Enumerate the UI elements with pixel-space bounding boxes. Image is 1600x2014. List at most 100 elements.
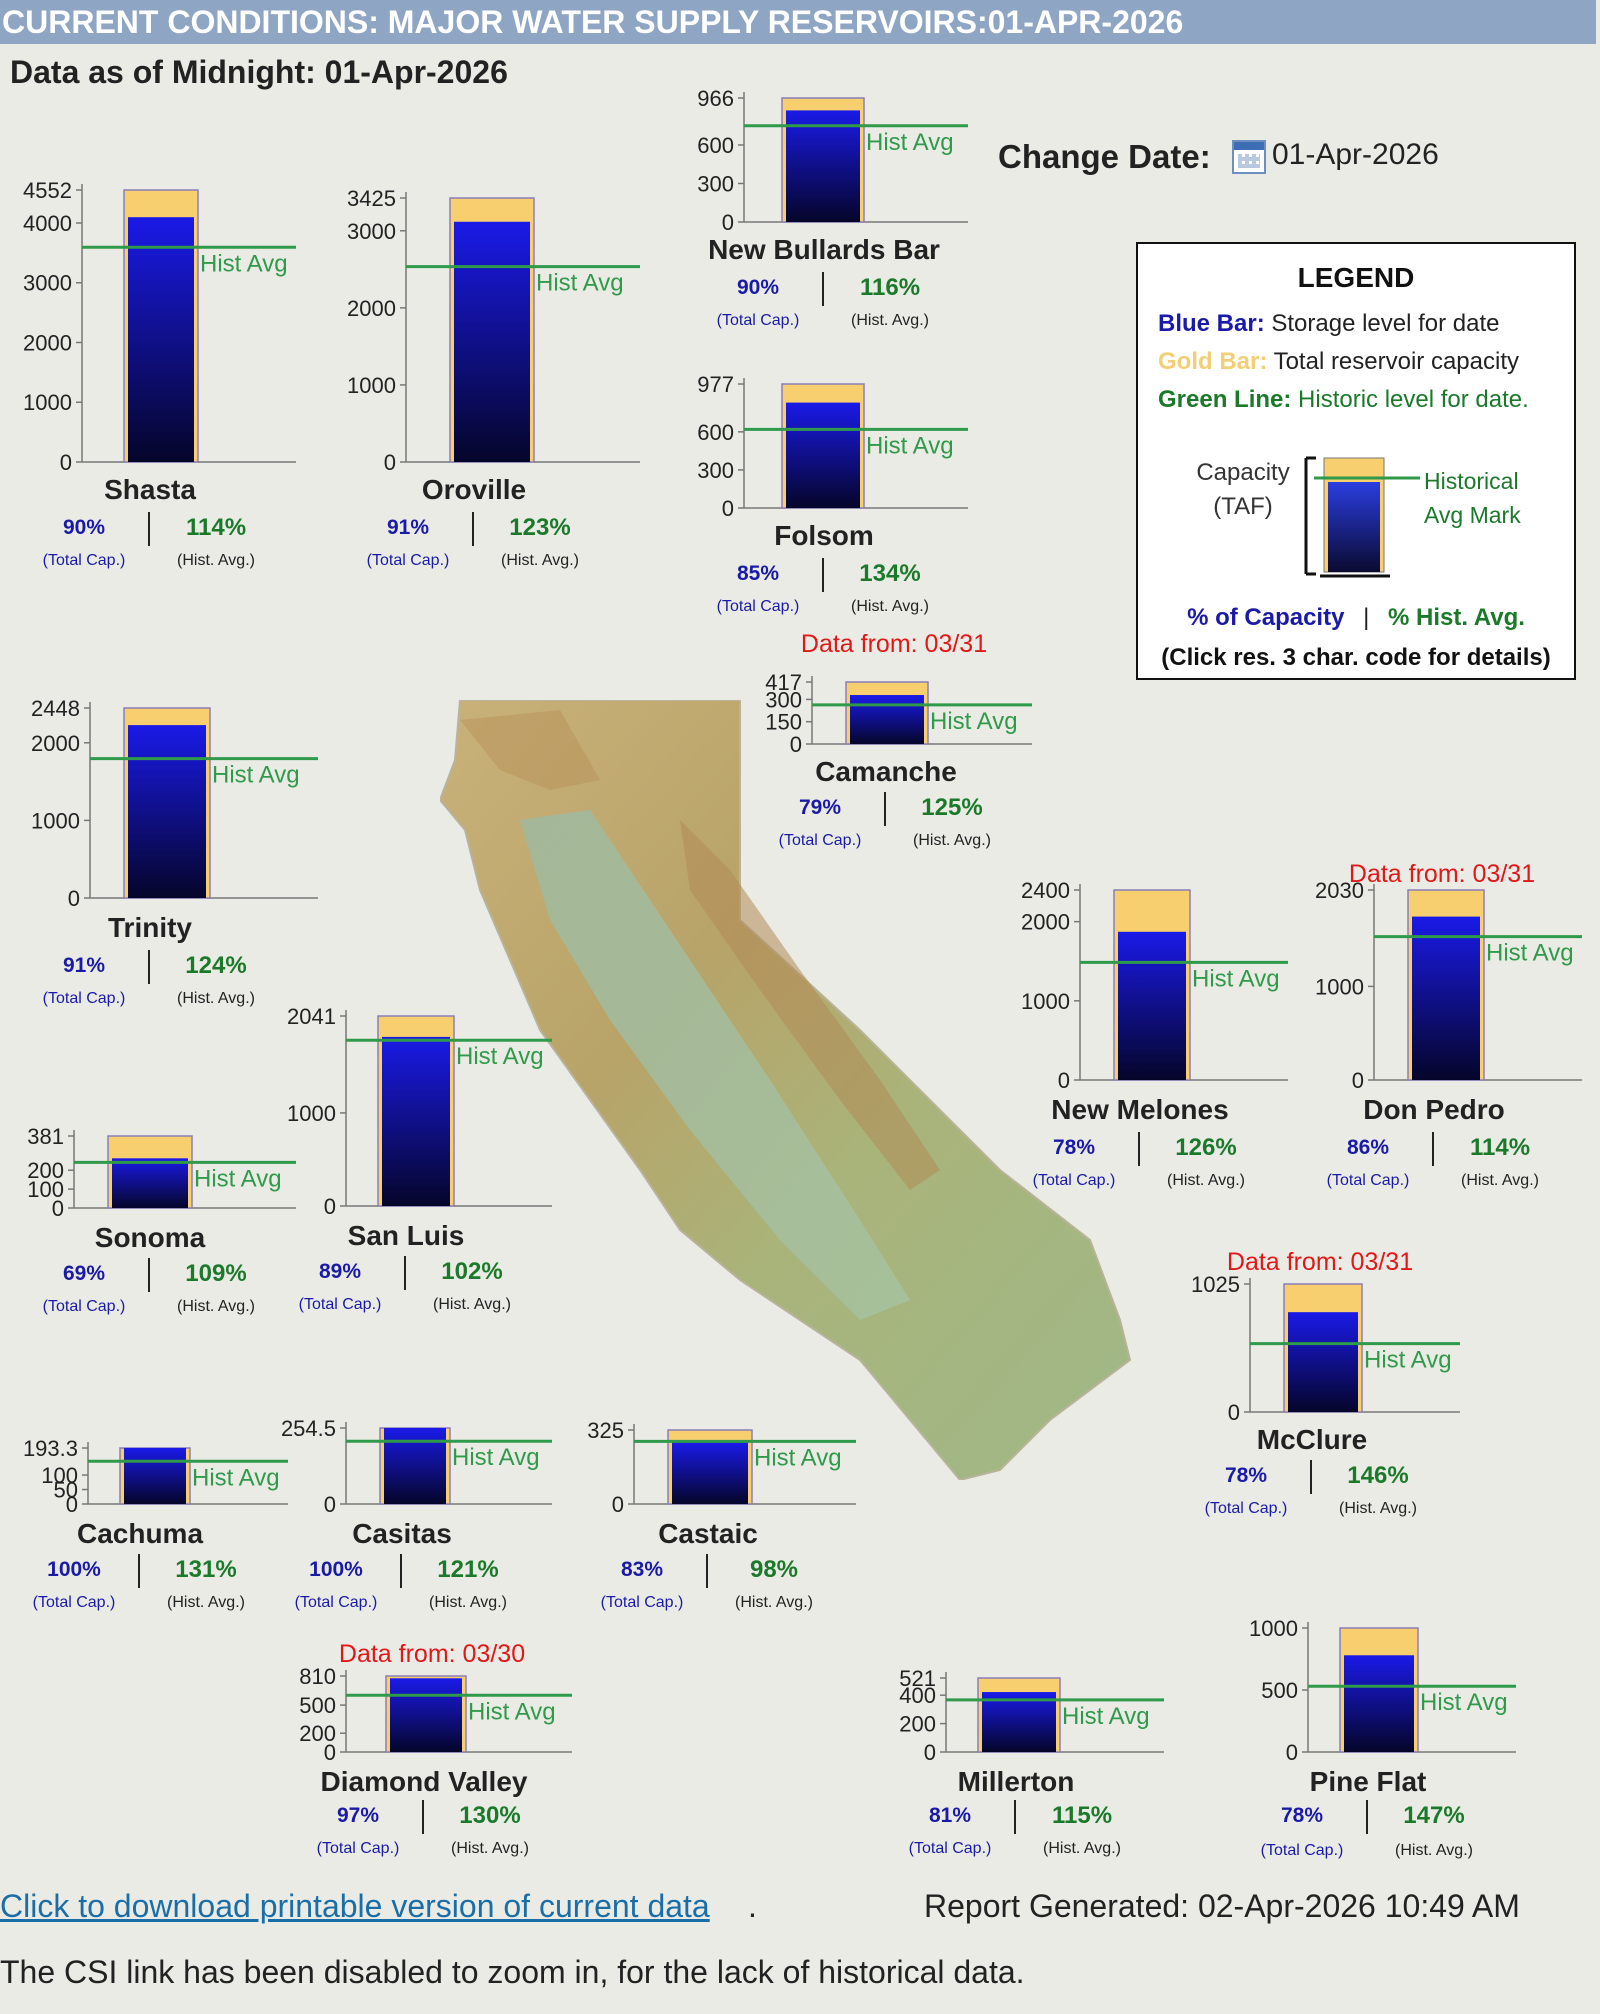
total-cap-label: (Total Cap.) — [366, 552, 450, 569]
reservoir-name-casitas[interactable]: Casitas — [352, 1518, 452, 1549]
tick-label: 4552 — [23, 178, 72, 203]
stats-divider — [138, 1554, 140, 1588]
pct-capacity-new-bullards-bar: 90% — [736, 276, 780, 299]
total-cap-label: (Total Cap.) — [716, 312, 800, 329]
legend-percent-row: % of Capacity | % Hist. Avg. — [1138, 604, 1574, 632]
download-printable-link[interactable]: Click to download printable version of c… — [0, 1888, 710, 1924]
tick-label: 1000 — [23, 390, 72, 415]
capacity-bar-diamond-valley — [385, 1675, 467, 1753]
pct-hist-avg-trinity: 124% — [185, 952, 247, 979]
california-relief-map — [440, 700, 1132, 1480]
stats-divider — [400, 1554, 402, 1588]
tick-label: 2000 — [347, 296, 396, 321]
calendar-icon[interactable] — [1232, 140, 1266, 174]
reservoir-name-castaic[interactable]: Castaic — [658, 1518, 758, 1549]
tick-label: 1000 — [1249, 1616, 1298, 1641]
hist-avg-sub-label: (Hist. Avg.) — [1395, 1842, 1473, 1859]
total-cap-label: (Total Cap.) — [42, 552, 126, 569]
pct-hist-avg-camanche: 125% — [921, 794, 983, 821]
legend-green-key: Green Line: — [1158, 386, 1292, 413]
tick-label: 193.3 — [23, 1436, 78, 1461]
tick-label: 0 — [1228, 1400, 1240, 1425]
coast-range — [460, 710, 600, 790]
tick-label: 0 — [68, 886, 80, 911]
reservoir-name-pine-flat[interactable]: Pine Flat — [1309, 1766, 1427, 1797]
change-date-label: Change Date: — [998, 138, 1211, 175]
pct-hist-avg-new-melones: 126% — [1175, 1134, 1237, 1161]
storage-bar-cachuma — [124, 1448, 186, 1504]
stats-divider — [822, 558, 824, 592]
tick-label: 600 — [697, 420, 734, 445]
tick-label: 3425 — [347, 186, 396, 211]
tick-label: 3000 — [23, 271, 72, 296]
hist-avg-label: Hist Avg — [536, 270, 624, 297]
reservoir-name-cachuma[interactable]: Cachuma — [76, 1518, 204, 1549]
reservoir-name-san-luis[interactable]: San Luis — [347, 1220, 465, 1251]
tick-label: 100 — [41, 1463, 78, 1488]
download-link-period: . — [748, 1888, 757, 1924]
tick-label: 0 — [722, 210, 734, 235]
hist-avg-sub-label: (Hist. Avg.) — [1339, 1500, 1417, 1517]
reservoir-name-shasta[interactable]: Shasta — [104, 474, 196, 505]
hist-avg-sub-label: (Hist. Avg.) — [429, 1594, 507, 1611]
tick-label: 966 — [697, 86, 734, 111]
total-cap-label: (Total Cap.) — [1326, 1172, 1410, 1189]
pct-capacity-trinity: 91% — [62, 954, 106, 977]
tick-label: 0 — [60, 450, 72, 475]
pct-capacity-diamond-valley: 97% — [336, 1804, 380, 1827]
storage-bar-mcclure — [1288, 1312, 1358, 1412]
capacity-bar-sonoma — [107, 1135, 193, 1209]
legend-sample-bar-icon — [1304, 456, 1420, 578]
storage-bar-pine-flat — [1344, 1655, 1414, 1752]
stats-divider — [1138, 1132, 1140, 1166]
reservoir-name-new-melones[interactable]: New Melones — [1051, 1094, 1229, 1125]
report-generated: Report Generated: 02-Apr-2026 10:49 AM — [924, 1888, 1520, 1924]
reservoir-name-diamond-valley[interactable]: Diamond Valley — [320, 1766, 528, 1797]
stats-divider — [706, 1554, 708, 1588]
legend-gold-desc: Total reservoir capacity — [1273, 348, 1520, 375]
data-from-note: Data from: 03/31 — [800, 630, 988, 658]
pct-capacity-castaic: 83% — [620, 1558, 664, 1581]
change-date-value[interactable]: 01-Apr-2026 — [1272, 138, 1439, 171]
hist-avg-label: Hist Avg — [866, 432, 954, 459]
reservoir-name-mcclure[interactable]: McClure — [1256, 1424, 1368, 1455]
reservoir-name-sonoma[interactable]: Sonoma — [94, 1222, 206, 1253]
hist-avg-sub-label: (Hist. Avg.) — [913, 832, 991, 849]
tick-label: 300 — [697, 458, 734, 483]
hist-avg-label: Hist Avg — [1062, 1703, 1150, 1730]
legend-click-note: (Click res. 3 char. code for details) — [1161, 644, 1551, 671]
tick-label: 300 — [697, 171, 734, 196]
tick-label: 810 — [299, 1664, 336, 1689]
hist-avg-sub-label: (Hist. Avg.) — [1167, 1172, 1245, 1189]
data-from-note: Data from: 03/30 — [338, 1640, 526, 1668]
reservoir-name-folsom[interactable]: Folsom — [774, 520, 874, 551]
hist-avg-sub-label: (Hist. Avg.) — [851, 598, 929, 615]
hist-avg-label: Hist Avg — [1364, 1347, 1452, 1374]
tick-label: 3000 — [347, 219, 396, 244]
tick-label: 0 — [612, 1492, 624, 1517]
stats-divider — [1432, 1132, 1434, 1166]
sierra-nevada — [680, 820, 940, 1190]
capacity-bar-folsom — [781, 383, 865, 509]
tick-label: 1000 — [31, 808, 80, 833]
hist-avg-sub-label: (Hist. Avg.) — [1043, 1840, 1121, 1857]
pct-capacity-millerton: 81% — [928, 1804, 972, 1827]
hist-avg-sub-label: (Hist. Avg.) — [177, 552, 255, 569]
tick-label: 0 — [324, 1492, 336, 1517]
reservoir-name-camanche[interactable]: Camanche — [815, 756, 957, 787]
legend-green-desc: Historic level for date. — [1298, 386, 1529, 413]
legend-gold-row: Gold Bar: Total reservoir capacity — [1158, 348, 1519, 376]
legend-blue-row: Blue Bar: Storage level for date — [1158, 310, 1500, 338]
total-cap-label: (Total Cap.) — [42, 1298, 126, 1315]
reservoir-name-trinity[interactable]: Trinity — [107, 912, 193, 943]
reservoir-name-don-pedro[interactable]: Don Pedro — [1363, 1094, 1505, 1125]
storage-bar-oroville — [454, 221, 530, 462]
reservoir-name-millerton[interactable]: Millerton — [957, 1766, 1075, 1797]
reservoir-name-oroville[interactable]: Oroville — [421, 474, 527, 505]
stats-divider — [1366, 1800, 1368, 1834]
legend-pct-hist: % Hist. Avg. — [1388, 604, 1525, 631]
tick-label: 2041 — [287, 1004, 336, 1029]
capacity-bar-cachuma — [119, 1447, 191, 1505]
reservoir-name-new-bullards-bar[interactable]: New Bullards Bar — [708, 234, 940, 265]
pct-hist-avg-pine-flat: 147% — [1403, 1802, 1465, 1829]
